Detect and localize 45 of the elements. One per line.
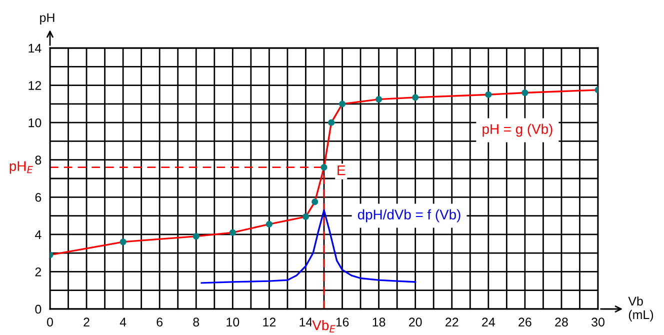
y-tick-label: 0 (35, 304, 42, 314)
x-tick-label: 16 (336, 318, 349, 327)
x-tick-label: 20 (409, 318, 422, 327)
y-axis-title: pH (40, 13, 54, 25)
x-axis-title: Vb (mL) (628, 296, 654, 322)
x-tick-label: 8 (193, 318, 200, 327)
point (376, 96, 382, 103)
x-tick-label: 6 (156, 318, 163, 327)
x-tick-label: 12 (263, 318, 276, 326)
x-tick-label: 24 (482, 318, 495, 326)
point (328, 119, 335, 126)
point (485, 91, 492, 98)
y-tick-label: 12 (28, 81, 42, 90)
y-tick-label: 8 (35, 156, 42, 165)
x-tick-label: 18 (372, 318, 386, 327)
point (338, 100, 346, 108)
text: dpH/dVb = f (Vb) (358, 209, 460, 222)
x-tick-label: 28 (555, 318, 568, 327)
x-tick-label: 22 (446, 318, 458, 326)
x-tick-label: 0 (47, 318, 53, 327)
point (229, 229, 236, 236)
point (320, 164, 328, 171)
point (412, 94, 419, 101)
point (312, 198, 318, 206)
ref-line-label: pH$_{E}$ (10, 161, 33, 174)
y-tick-label: 10 (28, 118, 42, 128)
y-tick-label: 4 (35, 230, 42, 239)
y-tick-label: 2 (35, 268, 42, 276)
x-tick-label: 26 (518, 318, 532, 327)
text: pH = g (Vb) (482, 124, 552, 137)
point (266, 220, 272, 228)
x-tick-label: 30 (592, 318, 604, 327)
point (522, 89, 528, 96)
y-tick-label: 14 (28, 44, 42, 53)
x-tick-label: 4 (120, 318, 126, 326)
y-tick-label: 6 (35, 192, 42, 202)
point (120, 238, 126, 246)
annotation: E (338, 166, 346, 176)
x-tick-label: 10 (226, 318, 240, 327)
point (192, 233, 200, 240)
ref-line-label: Vb$_{E}$ (312, 320, 336, 332)
x-tick-label: 14 (300, 318, 312, 326)
x-tick-label: 2 (84, 318, 90, 326)
line-series (200, 209, 416, 284)
point (302, 213, 310, 220)
